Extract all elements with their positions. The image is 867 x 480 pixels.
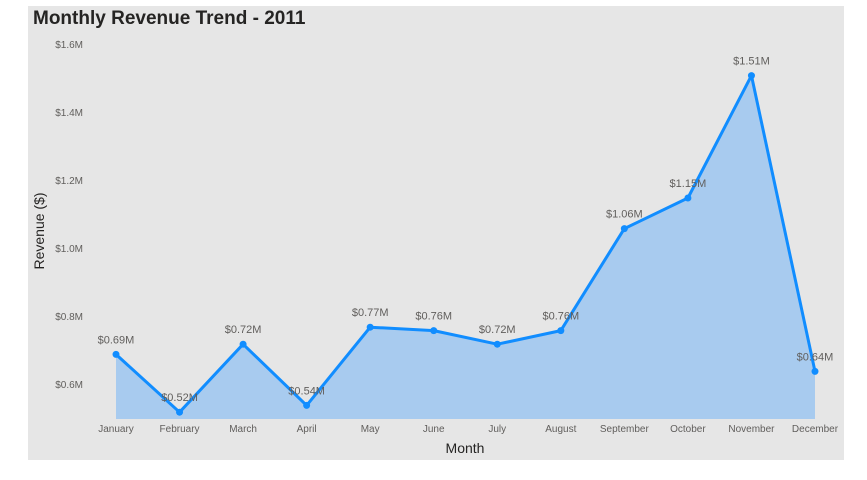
y-tick-label: $1.0M (55, 244, 83, 255)
x-tick-label: May (361, 424, 380, 435)
data-label: $0.69M (98, 334, 135, 346)
data-point (747, 72, 755, 80)
x-tick-label: September (600, 424, 650, 435)
x-tick-label: October (670, 424, 706, 435)
data-label: $1.15M (670, 178, 707, 190)
data-label: $0.52M (161, 392, 198, 404)
data-label: $0.54M (288, 385, 325, 397)
data-label: $0.72M (225, 324, 262, 336)
y-tick-label: $1.4M (55, 108, 83, 119)
y-axis-ticks: $0.6M $0.8M $1.0M $1.2M $1.4M $1.6M (55, 40, 83, 391)
data-point (303, 401, 311, 409)
data-point (557, 327, 565, 335)
x-tick-label: April (297, 424, 317, 435)
data-point (176, 408, 184, 416)
data-point (493, 340, 501, 348)
x-tick-label: August (545, 424, 576, 435)
x-tick-label: December (792, 424, 839, 435)
y-tick-label: $1.6M (55, 40, 83, 51)
data-point (366, 323, 374, 331)
data-label: $0.76M (415, 311, 452, 323)
data-labels: $0.69M $0.52M $0.72M $0.54M $0.77M $0.76M $0.7… (98, 56, 834, 405)
x-axis-ticks: January February March April May June July Augu… (98, 424, 839, 435)
data-point (430, 327, 438, 335)
y-tick-label: $0.6M (55, 380, 83, 391)
data-point (811, 367, 819, 375)
chart-title: Monthly Revenue Trend - 2011 (33, 8, 306, 29)
x-tick-label: June (423, 424, 445, 435)
x-tick-label: July (488, 424, 506, 435)
data-point (684, 194, 692, 202)
data-label: $0.64M (797, 351, 834, 363)
x-tick-label: January (98, 424, 134, 435)
data-label: $0.72M (479, 324, 516, 336)
data-label: $0.76M (542, 311, 579, 323)
revenue-area-fill (116, 75, 815, 419)
data-label: $1.51M (733, 56, 770, 68)
data-label: $1.06M (606, 209, 643, 221)
x-tick-label: March (229, 424, 257, 435)
data-label: $0.77M (352, 307, 389, 319)
data-points (112, 72, 819, 416)
y-tick-label: $1.2M (55, 176, 83, 187)
y-tick-label: $0.8M (55, 312, 83, 323)
x-tick-label: November (728, 424, 775, 435)
x-tick-label: February (160, 424, 200, 435)
data-point (112, 350, 120, 358)
y-axis-title: Revenue ($) (31, 192, 47, 269)
revenue-series-line (114, 74, 817, 414)
x-axis-title: Month (446, 440, 485, 456)
data-point (239, 340, 247, 348)
data-point (620, 225, 628, 233)
